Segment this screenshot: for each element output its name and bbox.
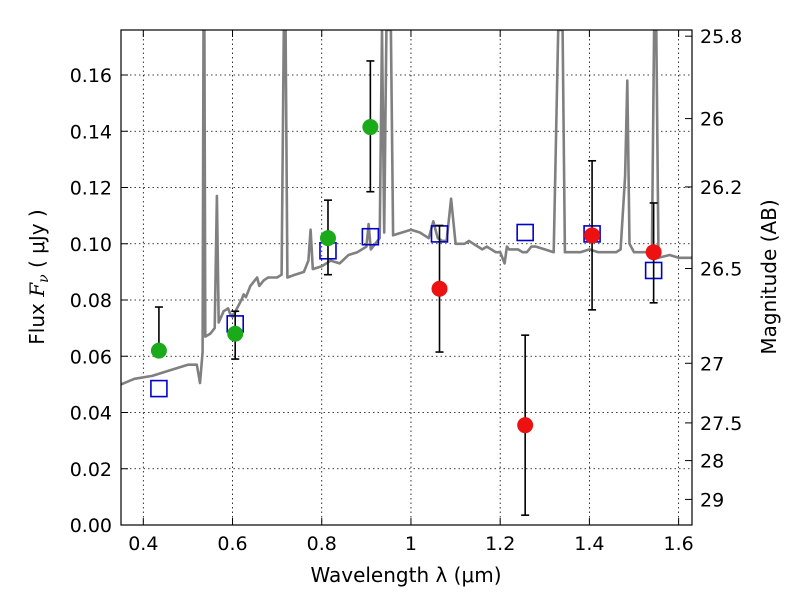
model-spectrum-line bbox=[121, 30, 692, 386]
x-tick-label: 0.4 bbox=[128, 533, 158, 555]
green-flux-point bbox=[227, 325, 244, 342]
y2-tick-label: 25.8 bbox=[700, 26, 742, 48]
y2-tick-label: 26 bbox=[700, 109, 724, 131]
y2-tick-label: 27.5 bbox=[700, 413, 742, 435]
y-axis-label-symbol: F bbox=[25, 282, 49, 298]
red-flux-point bbox=[517, 417, 534, 434]
grid bbox=[121, 30, 692, 526]
red-flux-point bbox=[431, 280, 448, 297]
green-flux-point bbox=[319, 230, 336, 247]
y2-tick-label: 29 bbox=[700, 489, 724, 511]
y2-tick-label: 27 bbox=[700, 353, 724, 375]
x-tick-label: 0.8 bbox=[307, 533, 337, 555]
x-axis-label: Wavelength λ (μm) bbox=[310, 563, 501, 587]
y-tick-label: 0.12 bbox=[70, 178, 112, 200]
y-tick-label: 0.08 bbox=[70, 290, 112, 312]
y2-axis-label: Magnitude (AB) bbox=[757, 199, 781, 354]
y-tick-label: 0.00 bbox=[70, 515, 112, 537]
x-tick-label: 1.4 bbox=[574, 533, 604, 555]
x-tick-label: 1.2 bbox=[485, 533, 515, 555]
plot-area bbox=[121, 30, 692, 516]
y-axis-label: Flux Fν ( μJy ) bbox=[25, 209, 52, 344]
y-tick-label: 0.10 bbox=[70, 234, 112, 256]
y-tick-label: 0.02 bbox=[70, 459, 112, 481]
red-flux-point bbox=[645, 244, 662, 261]
y-tick-label: 0.16 bbox=[70, 65, 112, 87]
model-photometry-square bbox=[361, 227, 380, 246]
x-tick-label: 1.6 bbox=[664, 533, 694, 555]
red-flux-point bbox=[584, 227, 601, 244]
y-axis-label-unit: ( μJy ) bbox=[25, 209, 49, 274]
x-tick-label: 1 bbox=[405, 533, 417, 555]
model-photometry-square bbox=[516, 223, 534, 242]
y-axis-label-prefix: Flux bbox=[25, 297, 49, 345]
green-flux-point bbox=[150, 342, 167, 359]
y-axis-label-subscript: ν bbox=[36, 274, 52, 283]
x-tick-label: 0.6 bbox=[217, 533, 247, 555]
green-flux-point bbox=[362, 119, 379, 136]
plot-frame bbox=[120, 29, 693, 526]
y-tick-label: 0.04 bbox=[70, 403, 112, 425]
y2-tick-label: 28 bbox=[700, 451, 724, 473]
y2-tick-label: 26.2 bbox=[700, 177, 742, 199]
y2-tick-label: 26.5 bbox=[700, 259, 742, 281]
axis-ticks: 0.4 0.6 0.8 1 1.2 1.4 1.6 0.00 0.02 0.04 0.06 0.08 0… bbox=[70, 26, 743, 555]
y-tick-label: 0.14 bbox=[70, 121, 112, 143]
y-tick-label: 0.06 bbox=[70, 346, 112, 368]
model-photometry-square bbox=[150, 379, 168, 398]
